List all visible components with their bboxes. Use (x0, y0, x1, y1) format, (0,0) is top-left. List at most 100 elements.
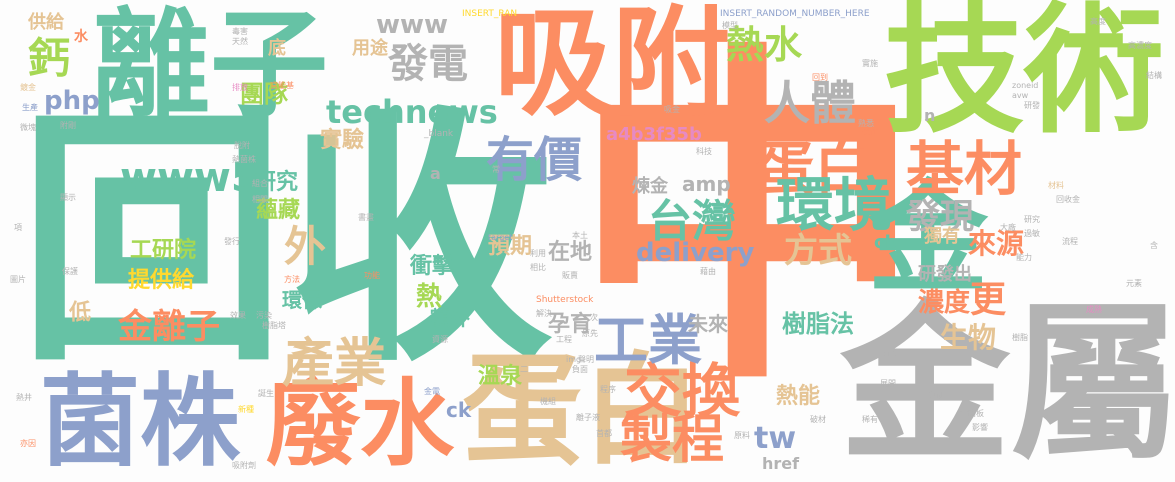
word-a4b3f35b: a4b3f35b (606, 124, 702, 145)
word-technews: technews (326, 93, 498, 131)
word-xianshi: 顯示 (60, 193, 76, 202)
word-shengming: 聲明 (578, 355, 594, 364)
word-zaidi: 在地 (548, 240, 593, 265)
word-liyong: 利用 (530, 249, 546, 258)
word-lianjin: 煉金 (632, 176, 668, 197)
word-duhai: 毒害 (232, 27, 248, 36)
word-keji: 科技 (696, 147, 712, 156)
word-gongye: 工業 (594, 309, 702, 372)
word-tianran: 天然 (232, 37, 248, 46)
word-jishu: 技術 (884, 0, 1165, 153)
word-er: 二 (520, 365, 528, 374)
word-xiangguan: 相關 (252, 195, 268, 204)
word-danbai-big: 蛋白 (462, 342, 702, 481)
word-blank: _blank (424, 129, 454, 139)
word-nengli: 能力 (1016, 253, 1032, 262)
word-zuhe: 組合 (252, 179, 268, 188)
word-ziyuan: 資源 (432, 335, 448, 344)
word-zhong: 中 (572, 17, 924, 427)
word-paifang: 排放 (232, 83, 248, 92)
word-jizu: 機組 (540, 397, 556, 406)
word-xifuji: 吸附劑 (232, 461, 256, 470)
word-zhicheng: 製程 (620, 410, 725, 470)
word-shoudu: 首都 (596, 429, 612, 438)
word-gaonongdu: 高濃度 (1128, 41, 1152, 50)
word-gongji: 供給 (28, 12, 64, 33)
word-wuran: 污染 (256, 311, 272, 320)
word-laiyuan: 來源 (968, 227, 1025, 260)
word-jieyou: 藉由 (700, 267, 716, 276)
word-han: 含 (1150, 241, 1158, 250)
word-caozuo: 操作 (862, 127, 878, 136)
word-jiegou: 結構 (1146, 71, 1162, 80)
word-ck: ck (446, 398, 472, 422)
word-dianluban: 電路板 (960, 409, 984, 418)
word-faxian: 發現 (906, 197, 974, 237)
word-tuandui: 團隊 (240, 80, 288, 108)
word-target: target (488, 233, 513, 242)
word-shuxi: 熟悉 (858, 119, 874, 128)
word-gaodu: 高度 (1090, 17, 1106, 26)
word-weilai: 未來 (688, 312, 728, 336)
word-shuzhifa: 樹脂法 (782, 310, 854, 338)
word-gongcheng: 工程 (556, 335, 572, 344)
word-dansheng: 誕生 (258, 389, 274, 398)
word-nongdu: 濃度 (918, 288, 971, 318)
word-moxing: 模型 (722, 21, 738, 30)
word-tupian: 圖片 (10, 275, 26, 284)
word-shuhua: 書畫 (358, 213, 374, 222)
word-rejunzhu: 熱菌株 (232, 155, 256, 164)
word-img: img (566, 355, 582, 364)
word-yunyu: 孕育 (548, 312, 593, 337)
word-yuanxian: 原先 (582, 329, 598, 338)
word-jindian: 金電 (424, 387, 440, 396)
word-shui: 水 (74, 29, 88, 45)
word-gongneng: 功能 (364, 271, 380, 280)
word-yuqi: 預期 (488, 234, 533, 259)
word-insert-ran: INSERT_RAN (462, 9, 518, 19)
word-gai: 鈣 (28, 34, 71, 83)
word-jinlizi: 金離子 (118, 307, 220, 347)
word-taiwan: 台灣 (648, 196, 736, 247)
word-src: src (884, 349, 896, 358)
word-chang: 常 (492, 165, 500, 174)
word-xiyou: 稀有 (862, 415, 878, 424)
word-xiang: 項 (14, 223, 22, 232)
word-amp: amp (682, 172, 731, 196)
word-tuofu: 脫附 (234, 141, 250, 150)
word-tw: tw (754, 421, 797, 456)
word-di: 底 (268, 38, 286, 59)
word-faxing: 發行 (224, 237, 240, 246)
word-yanfachu: 研發出 (918, 264, 972, 285)
word-ewai: 額外 (430, 306, 470, 330)
word-bentu: 本土 (572, 231, 588, 240)
word-shuzhi: 樹脂 (1012, 333, 1028, 342)
word-junzhu: 菌株 (40, 363, 240, 480)
word-guomin: 過敏 (1024, 229, 1040, 238)
word-danbai: 蛋白 (756, 135, 873, 203)
word-dachang: 大廠 (1000, 223, 1016, 232)
word-guannengji: 官能基 (270, 81, 294, 90)
word-liziye: 離子液 (576, 413, 600, 422)
word-yongtu: 用途 (352, 38, 388, 59)
word-fadian: 發電 (388, 41, 468, 87)
word-n: n (924, 106, 936, 125)
word-xiaoguo: 效果 (230, 311, 246, 320)
word-fangshi: 方式 (784, 231, 852, 271)
word-yiyin: 亦因 (20, 439, 36, 448)
word-geng: 更 (964, 280, 1005, 316)
word-pocai: 破材 (810, 415, 826, 424)
word-duyou: 獨有 (924, 226, 960, 247)
word-fumian: 負面 (572, 365, 588, 374)
word-jinshu: 金屬 (840, 286, 1175, 482)
word-jicai: 基材 (906, 135, 1023, 203)
word-shishi: 實施 (862, 59, 878, 68)
word-reneng: 熱能 (776, 384, 821, 409)
word-cb: cb (874, 232, 898, 253)
word-huidao: 回到 (812, 73, 828, 82)
word-di2: 低 (65, 300, 90, 322)
word-lizi: 離子 (92, 0, 329, 134)
word-huanbao: 環保 (282, 288, 322, 312)
word-jiejue: 解決 (536, 309, 552, 318)
